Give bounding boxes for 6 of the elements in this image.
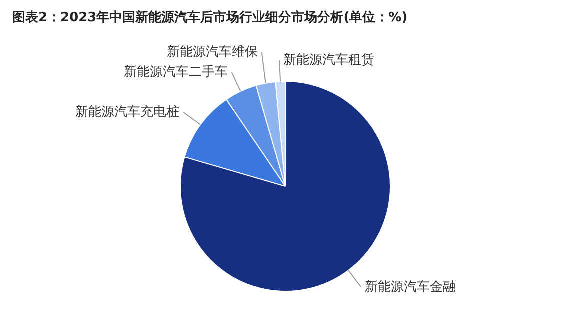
slice-label: 新能源汽车充电桩 <box>76 104 180 120</box>
slice-label: 新能源汽车金融 <box>365 280 456 295</box>
slice-label: 新能源汽车维保 <box>166 44 258 60</box>
slice-label: 新能源汽车二手车 <box>124 64 228 80</box>
slice-label: 新能源汽车租赁 <box>284 53 375 68</box>
chart-title: 图表2：2023年中国新能源汽车后市场行业细分市场分析(单位：%) <box>12 10 408 26</box>
